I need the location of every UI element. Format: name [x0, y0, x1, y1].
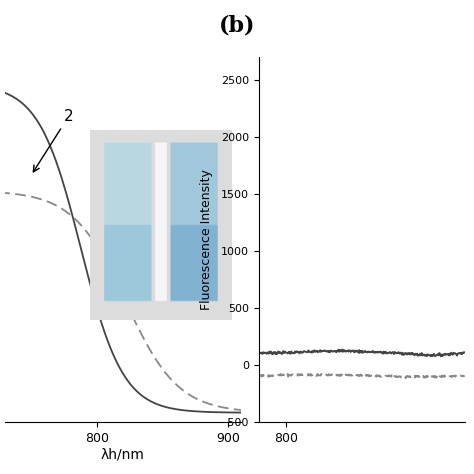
Text: (b): (b) [219, 14, 255, 36]
X-axis label: λh/nm: λh/nm [101, 447, 145, 461]
Y-axis label: Fluorescence Intensity: Fluorescence Intensity [200, 169, 213, 310]
Text: 2: 2 [33, 109, 73, 172]
